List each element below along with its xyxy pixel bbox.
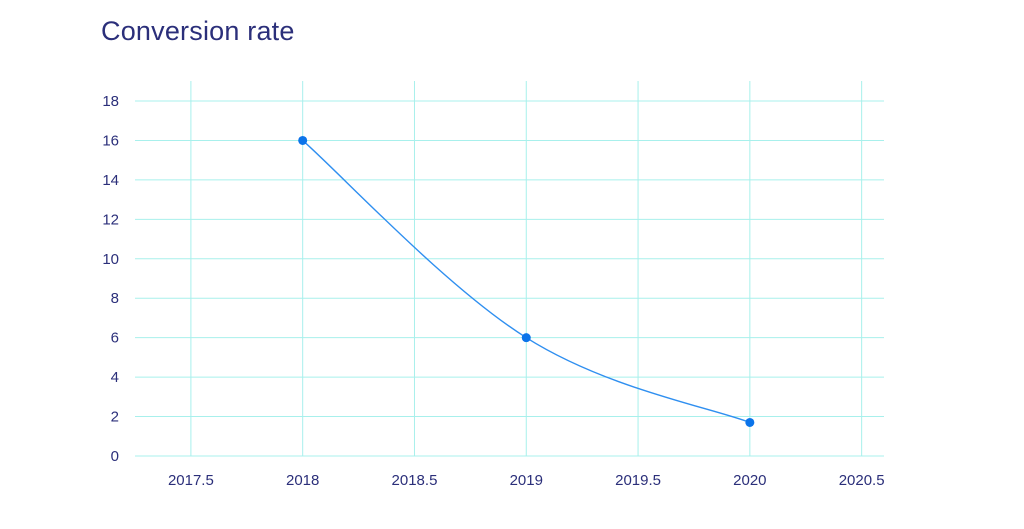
- series: [298, 135, 755, 427]
- y-axis-ticks: 0 2 4 6 8 10 12 14 16 18: [102, 93, 119, 465]
- y-tick-label: 4: [111, 369, 119, 386]
- y-tick-label: 12: [102, 211, 119, 228]
- data-point[interactable]: [298, 135, 308, 145]
- x-axis-ticks: 2017.5 2018 2018.5 2019 2019.5 2020 2020.5: [168, 472, 885, 489]
- y-tick-label: 18: [102, 93, 119, 110]
- x-tick-label: 2017.5: [168, 472, 214, 489]
- y-tick-label: 10: [102, 251, 119, 268]
- y-tick-label: 0: [111, 448, 119, 465]
- x-tick-label: 2019: [510, 472, 543, 489]
- grid: [135, 81, 884, 457]
- y-tick-label: 6: [111, 330, 119, 347]
- x-tick-label: 2019.5: [615, 472, 661, 489]
- y-tick-label: 2: [111, 409, 119, 426]
- chart-title: Conversion rate: [101, 16, 295, 46]
- x-tick-label: 2020: [733, 472, 766, 489]
- y-tick-label: 16: [102, 132, 119, 149]
- x-tick-label: 2020.5: [839, 472, 885, 489]
- x-tick-label: 2018: [286, 472, 319, 489]
- data-point[interactable]: [745, 417, 755, 427]
- x-tick-label: 2018.5: [392, 472, 438, 489]
- data-point[interactable]: [521, 333, 531, 343]
- y-tick-label: 14: [102, 172, 119, 189]
- y-tick-label: 8: [111, 290, 119, 307]
